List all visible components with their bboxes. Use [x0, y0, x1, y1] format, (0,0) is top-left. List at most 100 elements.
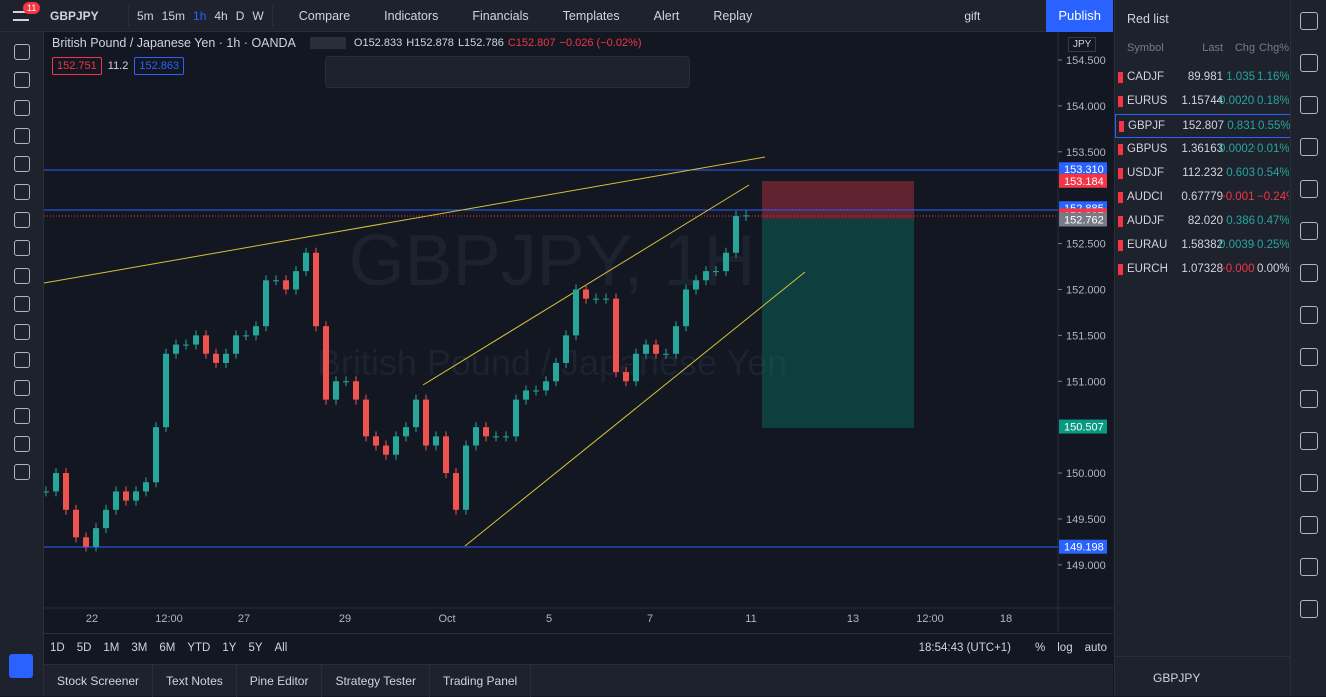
tool-icon[interactable]: [14, 44, 30, 60]
candle: [233, 335, 239, 354]
candle: [523, 390, 529, 400]
side-icon[interactable]: [1300, 138, 1318, 156]
tool-icon[interactable]: [14, 72, 30, 88]
watchlist-row[interactable]: USDJF 112.232 0.603 0.54%: [1115, 162, 1291, 186]
header-button[interactable]: Templates: [562, 8, 620, 23]
range[interactable]: 5D: [76, 641, 92, 654]
tool-icon[interactable]: [14, 128, 30, 144]
tool-icon[interactable]: [14, 240, 30, 256]
interval[interactable]: 1h: [193, 8, 207, 23]
range-bar: 1D 5D 1M 3M 6M YTD 1Y 5Y All 18:54:43 (UTC+1) % …: [44, 633, 1113, 661]
log[interactable]: log: [1057, 641, 1073, 654]
tool-icon[interactable]: [14, 324, 30, 340]
candle: [93, 528, 99, 547]
side-icon[interactable]: [1300, 474, 1318, 492]
price-label: 153.310: [1064, 164, 1104, 176]
auto[interactable]: auto: [1084, 641, 1107, 654]
menu-icon: [13, 10, 29, 21]
range[interactable]: 1D: [50, 641, 65, 654]
tool-icon[interactable]: [14, 436, 30, 452]
candle: [513, 399, 519, 437]
side-icon[interactable]: [1300, 222, 1318, 240]
publish[interactable]: Publish: [1046, 0, 1113, 32]
candle: [83, 537, 89, 547]
side-icon[interactable]: [1300, 180, 1318, 198]
tool-icon[interactable]: [14, 212, 30, 228]
ask[interactable]: 152.863: [134, 57, 185, 75]
percent[interactable]: %: [1035, 641, 1046, 654]
range[interactable]: 3M: [131, 641, 148, 654]
tool-icon[interactable]: [14, 352, 30, 368]
price-tick-label: 150.000: [1066, 468, 1106, 480]
watchlist-row[interactable]: AUDCI 0.67779−0.0016−0.24%: [1115, 186, 1291, 210]
interval[interactable]: 5m: [137, 8, 154, 23]
side-icon[interactable]: [1300, 96, 1318, 114]
interval[interactable]: 4h: [214, 8, 228, 23]
side-icon[interactable]: [1300, 558, 1318, 576]
side-icon[interactable]: [1300, 264, 1318, 282]
tool-icon[interactable]: [14, 156, 30, 172]
header-button[interactable]: Financials: [472, 8, 529, 23]
footer-tab[interactable]: Pine Editor: [237, 664, 323, 697]
menu[interactable]: 11: [0, 0, 44, 32]
side-icon[interactable]: [1300, 348, 1318, 366]
gift[interactable]: gift: [964, 8, 981, 23]
tool-icon[interactable]: [14, 296, 30, 312]
side-icon[interactable]: [1300, 516, 1318, 534]
footer-tab[interactable]: Text Notes: [153, 664, 237, 697]
favorites[interactable]: [9, 654, 33, 678]
watchlist-row[interactable]: AUDJF 82.020 0.386 0.47%: [1115, 210, 1291, 234]
watchlist-title[interactable]: Red list: [1127, 12, 1169, 26]
side-icon[interactable]: [1300, 432, 1318, 450]
tool-icon[interactable]: [14, 380, 30, 396]
time-label: Oct: [438, 613, 455, 625]
cell: 0.55%: [1258, 120, 1290, 132]
side-icon[interactable]: [1300, 306, 1318, 324]
symbol[interactable]: GBPJPY: [50, 8, 99, 23]
side-icon[interactable]: [1300, 600, 1318, 618]
legend-toggle[interactable]: [309, 37, 346, 49]
candle: [493, 436, 499, 438]
tool-icon[interactable]: [14, 268, 30, 284]
side-icon[interactable]: [1300, 54, 1318, 72]
side-icon[interactable]: [1300, 390, 1318, 408]
footer-tab[interactable]: Strategy Tester: [322, 664, 430, 697]
cell: 82.020: [1187, 215, 1223, 227]
tool-icon[interactable]: [14, 184, 30, 200]
flag: [1118, 168, 1123, 179]
time-label: 12:00: [155, 613, 183, 625]
range[interactable]: All: [274, 641, 288, 654]
watchlist-row[interactable]: GBPJF 152.807 0.831 0.55%: [1115, 114, 1291, 138]
range[interactable]: YTD: [187, 641, 211, 654]
header-button[interactable]: Compare: [298, 8, 351, 23]
header-button[interactable]: Indicators: [384, 8, 439, 23]
range[interactable]: 6M: [159, 641, 176, 654]
range[interactable]: 5Y: [248, 641, 263, 654]
header-button[interactable]: Replay: [713, 8, 753, 23]
interval[interactable]: D: [235, 8, 245, 23]
candle: [653, 344, 659, 354]
header-button[interactable]: Alert: [653, 8, 680, 23]
watchlist-row[interactable]: CADJF 89.981 1.035 1.16%: [1115, 66, 1291, 90]
bid[interactable]: 152.751: [52, 57, 102, 75]
watchlist-row[interactable]: EURCH 1.07328−0.00000.00%: [1115, 258, 1291, 282]
cell: −0.24%: [1257, 191, 1289, 203]
range[interactable]: 1M: [103, 641, 120, 654]
watermark: GBPJPY, 1H: [349, 221, 756, 301]
footer-tab[interactable]: Stock Screener: [44, 664, 154, 697]
interval[interactable]: W: [252, 8, 264, 23]
time-label: 22: [86, 613, 98, 625]
tool-icon[interactable]: [14, 464, 30, 480]
tool-icon[interactable]: [14, 100, 30, 116]
currency[interactable]: JPY: [1068, 37, 1097, 52]
side-icon[interactable]: [1300, 12, 1318, 30]
footer-tab[interactable]: Trading Panel: [430, 664, 532, 697]
candle: [213, 353, 219, 363]
tool-icon[interactable]: [14, 408, 30, 424]
interval[interactable]: 15m: [161, 8, 186, 23]
range[interactable]: 1Y: [222, 641, 237, 654]
watchlist: Red list Symbol Last Chg Chg% CADJF 89.981 1.…: [1114, 0, 1291, 696]
